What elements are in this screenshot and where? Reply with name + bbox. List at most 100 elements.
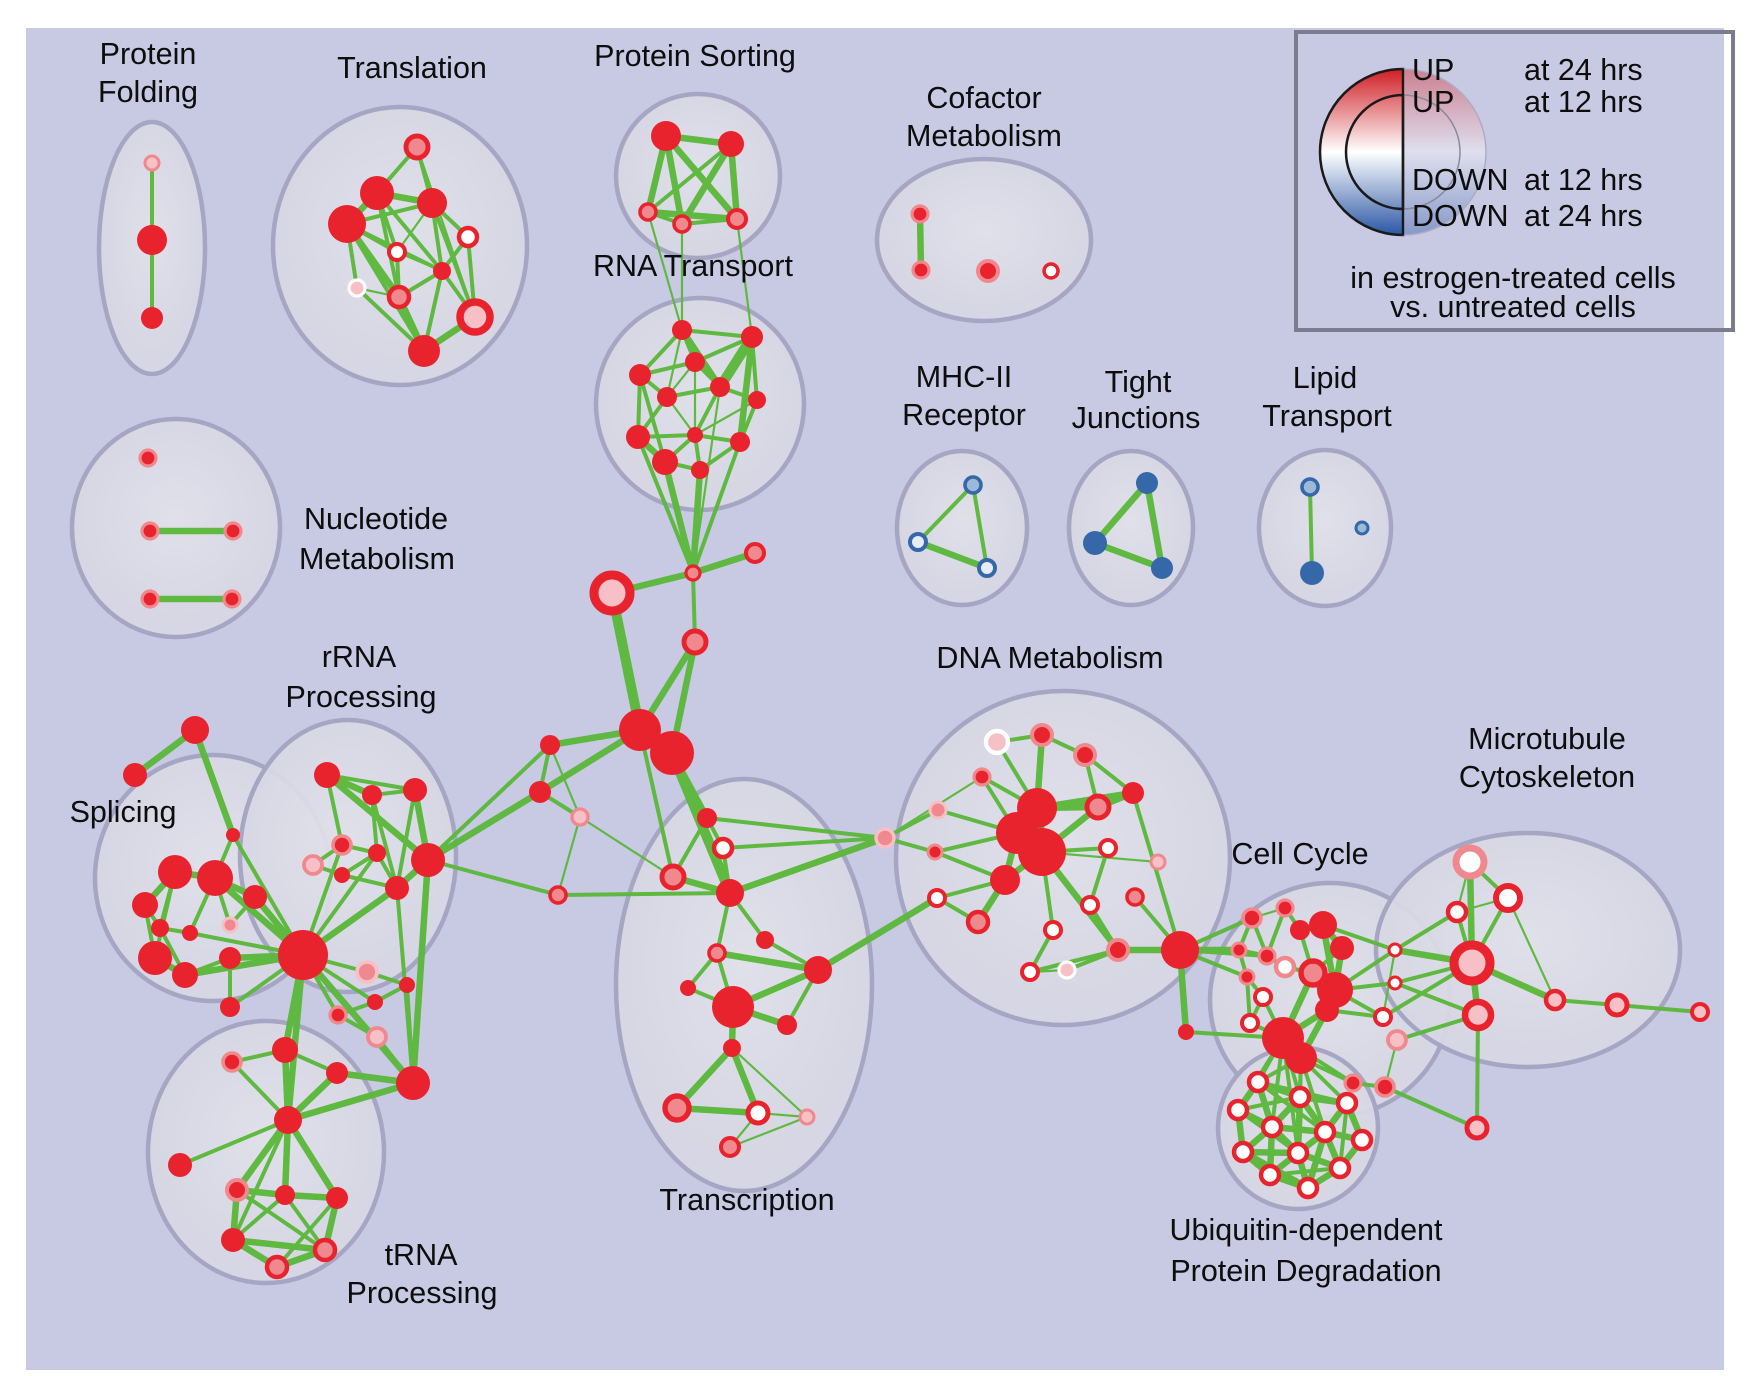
node	[141, 307, 163, 329]
edge	[409, 856, 432, 1087]
node	[685, 352, 705, 372]
edge	[736, 333, 756, 446]
node	[1387, 942, 1403, 958]
node	[1315, 998, 1339, 1022]
node	[385, 876, 409, 900]
node	[972, 767, 992, 787]
cluster-ubiquitin-degradation-label: Ubiquitin-dependent	[1169, 1213, 1443, 1247]
edge	[325, 773, 417, 792]
node	[399, 977, 415, 993]
node	[403, 778, 427, 802]
node	[874, 827, 896, 849]
node	[681, 628, 709, 656]
node	[1149, 853, 1167, 871]
edge	[693, 398, 759, 437]
edge	[229, 1236, 329, 1254]
node	[403, 133, 431, 161]
node	[314, 762, 340, 788]
node	[718, 131, 744, 157]
node	[1230, 941, 1248, 959]
edge	[661, 458, 697, 577]
legend-direction-label: DOWN	[1412, 199, 1509, 233]
node	[158, 855, 192, 889]
node	[1018, 828, 1066, 876]
edge	[607, 588, 645, 735]
legend-circle-right-half	[1402, 68, 1487, 236]
cluster-tight-junctions-ellipse	[1066, 448, 1196, 608]
edge	[646, 142, 733, 214]
node	[138, 941, 172, 975]
node	[151, 919, 169, 937]
edge	[1143, 479, 1166, 572]
node	[1298, 958, 1328, 988]
node	[386, 284, 412, 310]
node	[387, 242, 407, 262]
node	[312, 1237, 338, 1263]
edge	[275, 1196, 339, 1269]
node	[264, 1254, 290, 1280]
cluster-cell-cycle-label: Cell Cycle	[1231, 837, 1368, 871]
legend-footer: vs. untreated cells	[1390, 290, 1636, 324]
node	[662, 1093, 692, 1123]
edge	[689, 466, 704, 577]
node	[243, 885, 267, 909]
edge	[556, 815, 582, 897]
node	[1449, 940, 1495, 986]
edge	[1308, 485, 1314, 575]
edge	[678, 140, 735, 228]
node	[1313, 1120, 1337, 1144]
edge	[636, 435, 695, 575]
legend-circle-left-half	[1318, 67, 1405, 237]
node	[1257, 946, 1277, 966]
edge	[235, 1188, 327, 1252]
node	[1020, 962, 1040, 982]
node	[1241, 907, 1263, 929]
edge	[1506, 896, 1557, 1002]
node	[1030, 723, 1054, 747]
legend-time-label: at 12 hrs	[1524, 163, 1643, 197]
cluster-dna-metabolism-label: DNA Metabolism	[936, 641, 1163, 675]
node	[1330, 936, 1354, 960]
node	[1226, 1098, 1250, 1122]
node	[347, 278, 367, 298]
node	[328, 205, 366, 243]
node	[1057, 960, 1077, 980]
cluster-rna-transport-label: RNA Transport	[593, 249, 794, 283]
node	[302, 854, 324, 876]
node	[1136, 472, 1158, 494]
node	[1161, 931, 1199, 969]
edge	[233, 1116, 292, 1194]
edge	[705, 816, 887, 840]
node	[1286, 1141, 1310, 1165]
edge	[424, 788, 544, 864]
node	[589, 570, 635, 616]
cluster-transcription-label: Transcription	[659, 1183, 834, 1217]
node	[990, 865, 1020, 895]
edge	[1475, 1013, 1480, 1130]
node	[680, 980, 696, 996]
legend-inner-ring-left	[1344, 93, 1405, 211]
node	[140, 521, 160, 541]
edge	[284, 1079, 417, 1124]
node	[172, 962, 198, 988]
node	[657, 387, 677, 407]
node	[976, 259, 1000, 283]
legend: UP at 24 hrs UP at 12 hrs DOWN at 12 hrs DOWN a…	[1294, 30, 1735, 332]
edge	[916, 483, 975, 544]
node	[1151, 557, 1173, 579]
node	[433, 262, 451, 280]
node	[1043, 920, 1063, 940]
cluster-cofactor-metabolism-ellipse	[874, 156, 1094, 324]
node	[274, 1106, 302, 1134]
node	[672, 214, 692, 234]
edge	[548, 743, 582, 819]
node	[334, 867, 350, 883]
node	[711, 836, 735, 860]
node	[140, 589, 160, 609]
cluster-splicing-label: Splicing	[70, 795, 177, 829]
node	[798, 1108, 816, 1126]
edge	[1615, 1003, 1702, 1014]
edge	[556, 891, 732, 897]
edge	[646, 210, 684, 332]
